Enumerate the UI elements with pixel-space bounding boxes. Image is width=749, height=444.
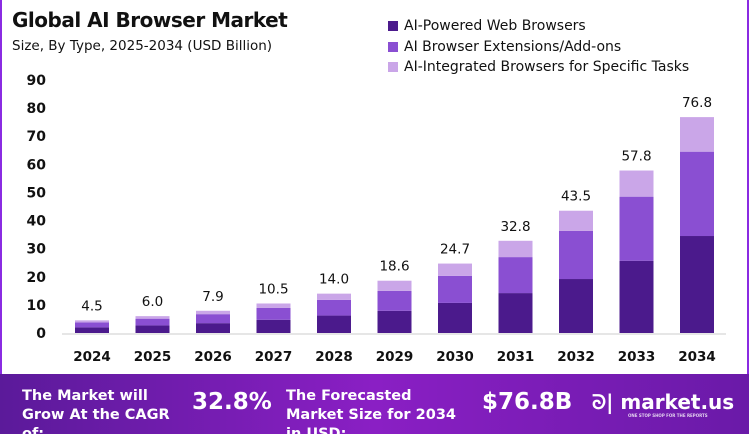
- cagr-label: The Market will Grow At the CAGR of:: [22, 388, 170, 442]
- data-label: 32.8: [500, 219, 530, 235]
- y-tick-label: 80: [27, 101, 47, 117]
- bar-segment: [256, 319, 291, 333]
- forecast-value: $76.8B: [482, 389, 573, 415]
- legend-item: AI Browser Extensions/Add-ons: [388, 37, 689, 58]
- data-label: 4.5: [81, 298, 102, 314]
- bar-segment: [619, 170, 654, 197]
- x-tick-label: 2029: [376, 349, 414, 365]
- bar-segment: [377, 310, 412, 333]
- x-tick-label: 2030: [436, 349, 474, 365]
- y-tick-label: 70: [27, 129, 47, 145]
- bar-segment: [256, 307, 291, 320]
- y-tick-label: 60: [27, 157, 47, 173]
- brand-name: market.us: [620, 390, 735, 414]
- x-tick-label: 2032: [557, 349, 595, 365]
- y-tick-label: 90: [27, 73, 47, 89]
- bar-segment: [438, 263, 472, 276]
- x-tick-label: 2028: [315, 349, 353, 365]
- brand-logo: ᘐ| market.us ONE STOP SHOP FOR THE REPOR…: [592, 390, 735, 418]
- legend: AI-Powered Web Browsers AI Browser Exten…: [388, 16, 689, 78]
- legend-item: AI-Powered Web Browsers: [388, 16, 689, 37]
- bar-segment: [619, 196, 654, 261]
- brand-tagline: ONE STOP SHOP FOR THE REPORTS: [628, 413, 708, 418]
- bar-segment: [680, 151, 714, 237]
- y-tick-label: 30: [27, 242, 47, 258]
- x-tick-label: 2033: [618, 349, 656, 365]
- legend-swatch: [388, 41, 398, 52]
- bar-segment: [75, 320, 109, 323]
- bar-segment: [135, 316, 170, 319]
- bar-segment: [498, 257, 533, 294]
- bar-segment: [196, 310, 230, 315]
- bar-segment: [377, 280, 412, 291]
- y-tick-label: 10: [27, 298, 47, 314]
- bar-segment: [680, 236, 714, 333]
- x-tick-label: 2027: [255, 349, 293, 365]
- data-label: 14.0: [319, 272, 349, 288]
- legend-swatch: [388, 62, 398, 73]
- bar-segment: [498, 293, 533, 333]
- x-tick-label: 2026: [194, 349, 232, 365]
- bar-segment: [377, 290, 412, 311]
- y-tick-label: 0: [36, 326, 46, 342]
- bar-chart: 01020304050607080904.520246.020257.92026…: [27, 73, 726, 365]
- bar-segment: [438, 275, 472, 303]
- data-label: 76.8: [682, 95, 712, 111]
- y-tick-label: 40: [27, 214, 47, 230]
- bar-segment: [438, 302, 472, 333]
- footer-banner: The Market will Grow At the CAGR of: 32.…: [0, 374, 749, 442]
- bar-segment: [135, 325, 170, 333]
- bar-segment: [196, 323, 230, 333]
- data-label: 24.7: [440, 242, 470, 258]
- x-tick-label: 2024: [73, 349, 111, 365]
- legend-label: AI Browser Extensions/Add-ons: [404, 38, 622, 55]
- x-tick-label: 2031: [497, 349, 535, 365]
- data-label: 43.5: [561, 189, 591, 205]
- y-tick-label: 50: [27, 185, 47, 201]
- cagr-value: 32.8%: [192, 389, 272, 415]
- legend-swatch: [388, 21, 398, 32]
- legend-label: AI-Powered Web Browsers: [404, 18, 586, 35]
- bar-segment: [559, 230, 593, 280]
- bar-segment: [559, 279, 593, 333]
- bar-segment: [619, 260, 654, 333]
- bar-segment: [680, 117, 714, 152]
- legend-item: AI-Integrated Browsers for Specific Task…: [388, 57, 689, 78]
- bar-segment: [135, 318, 170, 326]
- data-label: 6.0: [142, 294, 163, 310]
- bar-segment: [317, 299, 351, 316]
- bar-segment: [75, 327, 109, 333]
- chart-subtitle: Size, By Type, 2025-2034 (USD Billion): [12, 38, 273, 54]
- data-label: 57.8: [621, 149, 651, 165]
- bar-segment: [256, 303, 291, 308]
- x-tick-label: 2025: [134, 349, 172, 365]
- brand-icon: ᘐ|: [592, 390, 614, 414]
- y-tick-label: 20: [27, 270, 47, 286]
- bar-segment: [317, 293, 351, 300]
- chart-title: Global AI Browser Market: [12, 8, 288, 32]
- data-label: 18.6: [379, 259, 409, 275]
- bar-segment: [317, 315, 351, 333]
- bar-segment: [196, 314, 230, 324]
- bar-segment: [559, 210, 593, 231]
- data-label: 10.5: [258, 281, 288, 297]
- bar-segment: [498, 240, 533, 258]
- bar-segment: [75, 322, 109, 328]
- x-tick-label: 2034: [678, 349, 716, 365]
- data-label: 7.9: [202, 289, 223, 305]
- forecast-label: The Forecasted Market Size for 2034 in U…: [286, 388, 456, 442]
- legend-label: AI-Integrated Browsers for Specific Task…: [404, 59, 690, 76]
